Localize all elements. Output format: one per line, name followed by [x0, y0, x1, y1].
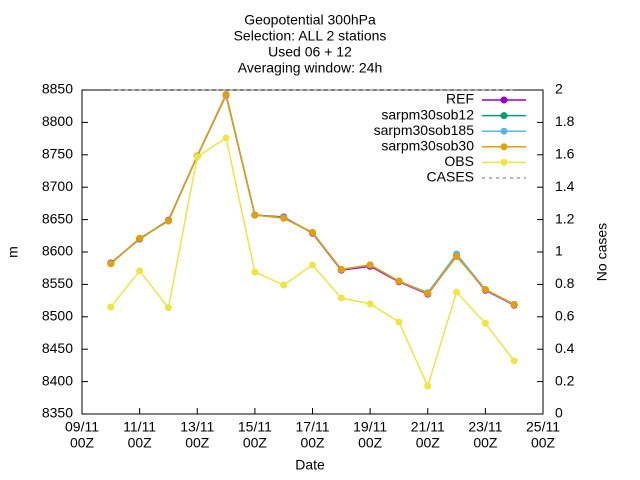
legend-label: REF	[446, 91, 474, 107]
y-tick-label: 8450	[42, 340, 73, 356]
y2-tick-label: 1.4	[555, 178, 575, 194]
point	[510, 357, 518, 365]
y2-tick-label: 1.8	[555, 113, 575, 129]
x-tick-label: 00Z	[243, 435, 268, 451]
y2-tick-label: 1.6	[555, 146, 575, 162]
point	[164, 217, 172, 225]
point	[481, 286, 489, 294]
x-tick-label: 00Z	[358, 435, 383, 451]
point	[481, 319, 489, 327]
y2-tick-label: 0.8	[555, 275, 575, 291]
x-tick-label: 00Z	[531, 435, 556, 451]
y-tick-label: 8550	[42, 275, 73, 291]
x-tick-label: 09/11	[65, 419, 99, 435]
point	[337, 265, 345, 273]
point	[164, 304, 172, 312]
point	[136, 267, 144, 275]
chart-title: Geopotential 300hPa	[244, 12, 376, 28]
point	[395, 277, 403, 285]
y2-axis-label: No cases	[594, 223, 610, 281]
chart-title: Used 06 + 12	[268, 44, 352, 60]
y-tick-label: 8350	[42, 405, 73, 421]
x-tick-label: 15/11	[238, 419, 272, 435]
point	[222, 91, 230, 99]
x-tick-label: 11/11	[123, 419, 156, 435]
x-tick-label: 00Z	[70, 435, 95, 451]
chart-title: Selection: ALL 2 stations	[234, 28, 387, 44]
legend-marker	[500, 158, 508, 166]
x-tick-label: 17/11	[296, 419, 330, 435]
point	[366, 300, 374, 308]
y2-tick-label: 0.2	[555, 372, 575, 388]
point	[193, 153, 201, 161]
y2-tick-label: 0	[555, 405, 563, 421]
legend-marker	[500, 112, 508, 120]
y-tick-label: 8750	[42, 146, 73, 162]
point	[309, 229, 316, 237]
legend-label: sarpm30sob12	[381, 106, 474, 122]
point	[424, 289, 432, 297]
point	[309, 261, 316, 269]
point	[453, 253, 461, 261]
point	[510, 300, 518, 308]
x-axis-label: Date	[295, 457, 325, 473]
x-tick-label: 19/11	[353, 419, 387, 435]
x-tick-label: 23/11	[468, 419, 502, 435]
point	[107, 260, 115, 268]
point	[251, 211, 259, 219]
y2-tick-label: 0.6	[555, 308, 575, 324]
x-tick-label: 00Z	[473, 435, 498, 451]
x-tick-label: 00Z	[416, 435, 441, 451]
point	[366, 261, 374, 269]
point	[424, 382, 432, 390]
point	[222, 134, 230, 142]
y-tick-label: 8650	[42, 210, 73, 226]
y2-tick-label: 0.4	[555, 340, 575, 356]
point	[107, 303, 115, 311]
legend-marker	[500, 127, 508, 135]
x-tick-label: 25/11	[526, 419, 560, 435]
point	[337, 294, 345, 302]
legend-marker	[500, 143, 508, 151]
point	[280, 281, 288, 289]
point	[251, 268, 259, 276]
y-tick-label: 8400	[42, 372, 73, 388]
legend-label: sarpm30sob185	[374, 122, 475, 138]
y2-tick-label: 1	[555, 243, 563, 259]
chart-title: Averaging window: 24h	[238, 60, 383, 76]
y-axis-label: m	[5, 246, 21, 258]
x-tick-label: 00Z	[185, 435, 210, 451]
point	[280, 214, 288, 222]
y-tick-label: 8800	[42, 113, 73, 129]
y-tick-label: 8600	[42, 243, 73, 259]
y-tick-label: 8850	[42, 81, 73, 97]
legend-label: CASES	[427, 169, 474, 185]
legend-marker	[500, 96, 508, 104]
x-tick-label: 00Z	[128, 435, 153, 451]
x-tick-label: 21/11	[411, 419, 445, 435]
point	[395, 318, 403, 326]
point	[453, 288, 461, 296]
y2-tick-label: 2	[555, 81, 563, 97]
y-tick-label: 8500	[42, 308, 73, 324]
x-tick-label: 00Z	[300, 435, 325, 451]
y-tick-label: 8700	[42, 178, 73, 194]
legend-label: OBS	[444, 153, 474, 169]
y2-tick-label: 1.2	[555, 210, 575, 226]
x-tick-label: 13/11	[180, 419, 214, 435]
point	[136, 234, 144, 242]
legend-label: sarpm30sob30	[381, 138, 474, 154]
